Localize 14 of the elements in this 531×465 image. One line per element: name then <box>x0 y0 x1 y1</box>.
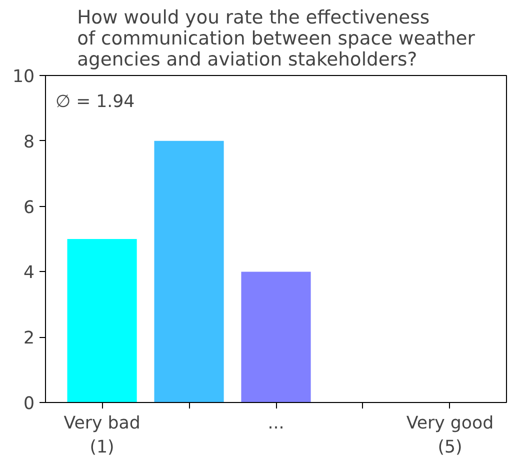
x-tick-label: Very good (5) <box>406 414 494 458</box>
chart-title: How would you rate the effectiveness of communication between space weather agencies and aviation stakeholders? <box>77 8 476 70</box>
bar <box>154 140 224 402</box>
y-tick-label: 10 <box>12 67 35 87</box>
x-tick-label: ... <box>268 414 284 434</box>
y-tick-label: 0 <box>23 394 35 414</box>
bar <box>67 239 137 402</box>
y-tick-label: 8 <box>23 132 35 152</box>
y-tick-label: 6 <box>23 198 35 218</box>
x-tick-label: Very bad (1) <box>64 414 140 458</box>
annotation: ∅ = 1.94 <box>56 92 135 112</box>
y-tick-label: 4 <box>23 263 35 284</box>
bar <box>241 272 311 402</box>
y-tick-label: 2 <box>23 328 35 349</box>
